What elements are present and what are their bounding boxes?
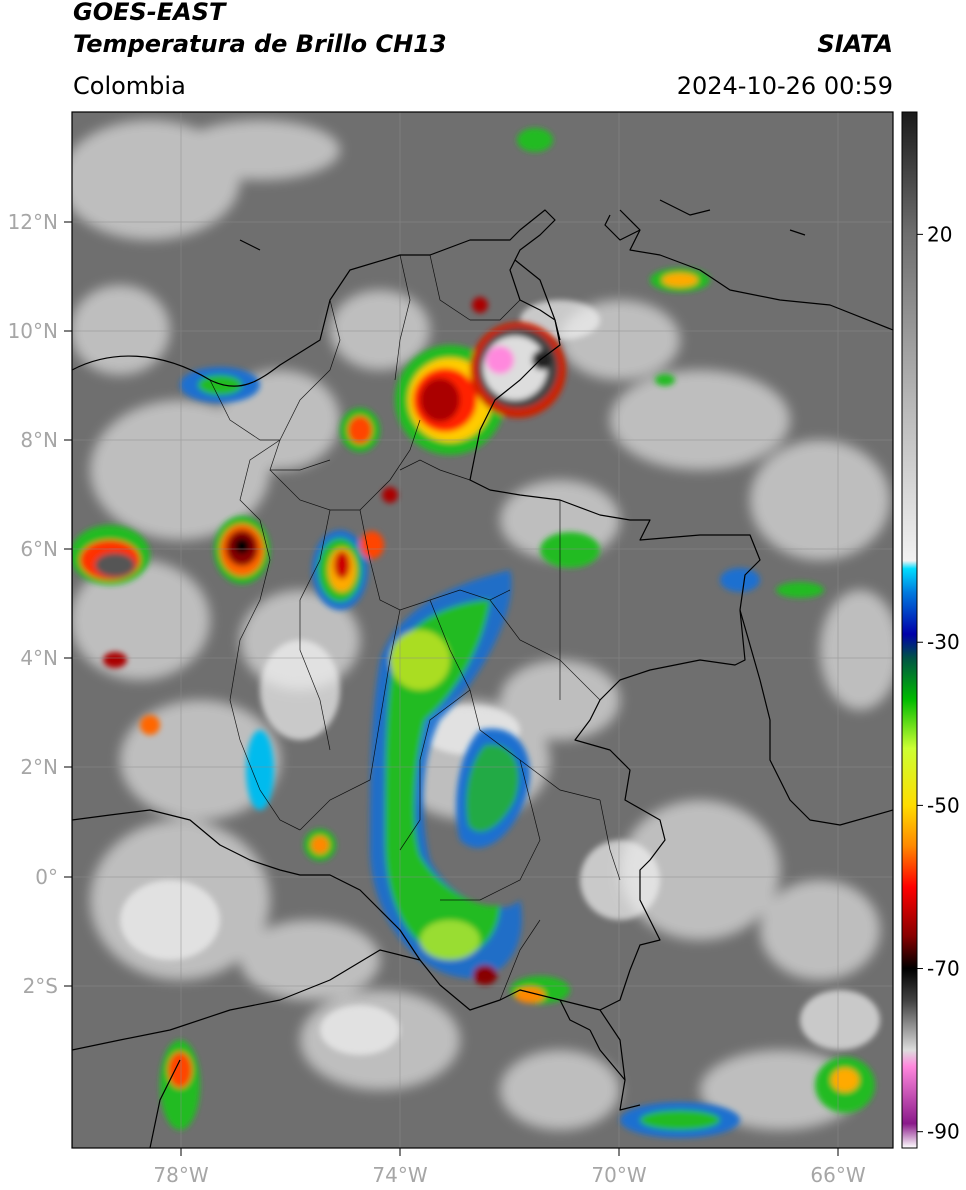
latitude-ticks: 12°N 10°N 8°N 6°N 4°N 2°N 0° 2°S <box>8 210 72 998</box>
longitude-ticks: 78°W 74°W 70°W 66°W <box>153 1148 866 1187</box>
colorbar-label: 20 <box>927 222 952 246</box>
map-panel <box>72 112 893 1148</box>
department-borders <box>209 254 621 1001</box>
lon-label: 78°W <box>153 1163 208 1187</box>
map-frame <box>71 111 894 1149</box>
lat-label: 2°N <box>20 755 58 779</box>
lat-label: 8°N <box>20 428 58 452</box>
lon-label: 70°W <box>591 1163 646 1187</box>
country-borders <box>72 199 893 1148</box>
lat-label: 6°N <box>20 537 58 561</box>
lat-label: 4°N <box>20 646 58 670</box>
colorbar-label: -50 <box>927 793 960 817</box>
convection-layer <box>72 128 875 1138</box>
datetime-label: 2024-10-26 00:59 <box>676 72 893 100</box>
lat-label: 0° <box>35 865 58 889</box>
colorbar-ticks <box>917 233 923 1133</box>
colorbar-label: -70 <box>927 957 960 981</box>
colorbar-label: -90 <box>927 1120 960 1144</box>
lat-label: 12°N <box>8 210 58 234</box>
colorbar-bar <box>901 111 918 1149</box>
region-label: Colombia <box>73 72 186 100</box>
lat-label: 2°S <box>23 974 58 998</box>
lat-label: 10°N <box>8 319 58 343</box>
satellite-title: GOES-EAST <box>73 0 226 26</box>
lon-label: 66°W <box>810 1163 865 1187</box>
product-title: Temperatura de Brillo CH13 <box>73 30 447 58</box>
colorbar: 20 -30 -50 -70 -90 <box>901 111 960 1149</box>
colorbar-label: -30 <box>927 630 960 654</box>
source-label: SIATA <box>817 30 893 58</box>
colorbar-labels: 20 -30 -50 -70 -90 <box>927 222 960 1143</box>
lon-label: 74°W <box>372 1163 427 1187</box>
